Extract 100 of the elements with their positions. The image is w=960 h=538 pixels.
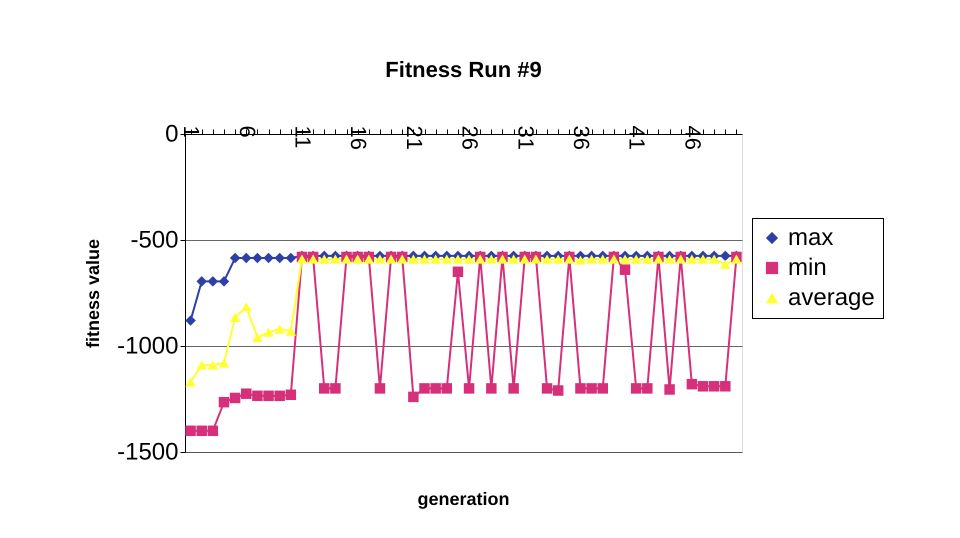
point: [552, 254, 564, 264]
point: [675, 254, 686, 264]
point: [308, 254, 318, 264]
point: [586, 254, 597, 264]
point: [708, 254, 720, 264]
point: [642, 254, 653, 264]
y-tick-label: -500: [130, 226, 178, 254]
x-tick-label: 11: [290, 126, 316, 148]
point: [252, 390, 263, 402]
point: [464, 383, 474, 394]
point: [330, 254, 341, 264]
point: [630, 383, 642, 394]
point: [474, 254, 486, 264]
point: [630, 254, 642, 264]
point: [708, 381, 720, 392]
point: [296, 254, 308, 264]
point: [330, 383, 341, 394]
point: [408, 392, 419, 402]
point: [196, 276, 207, 287]
point: [185, 426, 196, 436]
x-axis-title: generation: [417, 489, 510, 509]
point: [664, 384, 675, 395]
point: [552, 385, 564, 396]
y-tick-label: -1000: [117, 332, 178, 360]
point: [598, 254, 608, 264]
point: [274, 390, 285, 402]
point: [263, 390, 274, 402]
point: [586, 383, 597, 394]
point: [252, 252, 263, 264]
point: [241, 302, 252, 312]
y-tick-label: -1500: [117, 438, 178, 466]
point: [218, 358, 230, 368]
point: [230, 312, 240, 322]
y-tick-label: 0: [165, 120, 178, 148]
point: [286, 326, 296, 336]
point: [341, 254, 352, 264]
point: [374, 254, 386, 264]
point: [520, 254, 530, 264]
point: [452, 254, 464, 264]
point: [698, 381, 708, 392]
point: [452, 266, 464, 278]
point: [274, 324, 285, 334]
point: [430, 254, 441, 264]
point: [208, 426, 218, 436]
point: [319, 254, 330, 264]
point: [608, 254, 620, 264]
point: [408, 254, 419, 264]
point: [218, 396, 230, 408]
legend-label: max: [788, 224, 834, 251]
point: [286, 390, 296, 400]
point: [263, 252, 274, 264]
point: [686, 378, 698, 390]
point: [464, 254, 474, 264]
chart-title: Fitness Run #9: [385, 57, 542, 82]
point: [374, 383, 386, 394]
point: [542, 383, 552, 394]
point: [230, 392, 240, 404]
point: [575, 256, 586, 265]
point: [508, 254, 519, 264]
point: [185, 315, 196, 326]
point: [731, 254, 742, 264]
point: [686, 254, 698, 264]
point: [196, 426, 207, 436]
point: [642, 383, 653, 394]
point: [486, 254, 497, 264]
point: [185, 378, 196, 387]
point: [598, 383, 608, 394]
point: [419, 254, 430, 264]
point: [241, 388, 252, 399]
point: [508, 383, 519, 394]
point: [230, 252, 240, 264]
point: [430, 383, 441, 394]
point: [530, 254, 542, 264]
point: [208, 276, 218, 287]
point: [542, 254, 552, 264]
point: [698, 254, 708, 264]
point: [564, 254, 575, 264]
point: [720, 260, 731, 269]
point: [196, 360, 207, 370]
point: [286, 252, 296, 264]
point: [575, 383, 586, 394]
point: [218, 276, 230, 287]
point: [442, 383, 452, 394]
point: [396, 254, 408, 264]
point: [252, 332, 263, 342]
point: [352, 254, 363, 264]
point: [419, 383, 430, 394]
point: [486, 383, 497, 394]
point: [497, 254, 508, 264]
point: [720, 381, 731, 392]
legend-label: average: [788, 284, 875, 311]
point: [263, 328, 274, 337]
legend-label: min: [788, 254, 827, 281]
point: [364, 254, 374, 264]
point: [442, 254, 452, 264]
y-axis-title: fitness value: [83, 238, 104, 348]
point: [208, 360, 218, 370]
point: [241, 252, 252, 264]
x-tick-label: 16: [346, 126, 372, 150]
point: [620, 254, 630, 264]
